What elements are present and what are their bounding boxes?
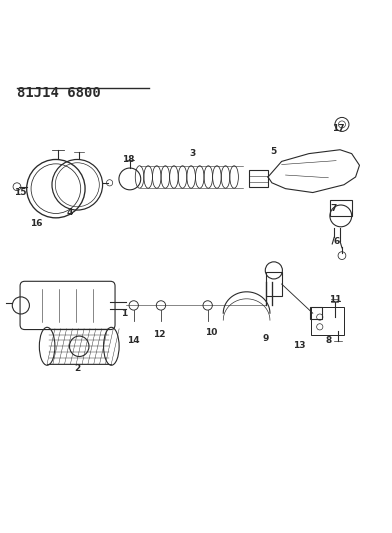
- Text: 8: 8: [325, 336, 332, 345]
- Text: 12: 12: [153, 330, 165, 339]
- Text: 16: 16: [30, 219, 43, 228]
- Text: 4: 4: [66, 208, 73, 217]
- Text: 15: 15: [14, 188, 26, 197]
- Text: 81J14 6800: 81J14 6800: [17, 85, 101, 100]
- Text: 1: 1: [121, 309, 127, 318]
- Text: 2: 2: [74, 364, 80, 373]
- Text: 10: 10: [205, 328, 217, 337]
- Text: 6: 6: [334, 237, 340, 246]
- Text: 11: 11: [329, 295, 341, 304]
- Text: 5: 5: [271, 147, 277, 156]
- Text: 17: 17: [332, 124, 345, 133]
- Text: 14: 14: [127, 336, 140, 345]
- Text: 7: 7: [330, 204, 337, 213]
- Text: 9: 9: [263, 334, 269, 343]
- Text: 13: 13: [293, 341, 305, 350]
- Text: 3: 3: [189, 149, 195, 158]
- Text: 18: 18: [122, 155, 134, 164]
